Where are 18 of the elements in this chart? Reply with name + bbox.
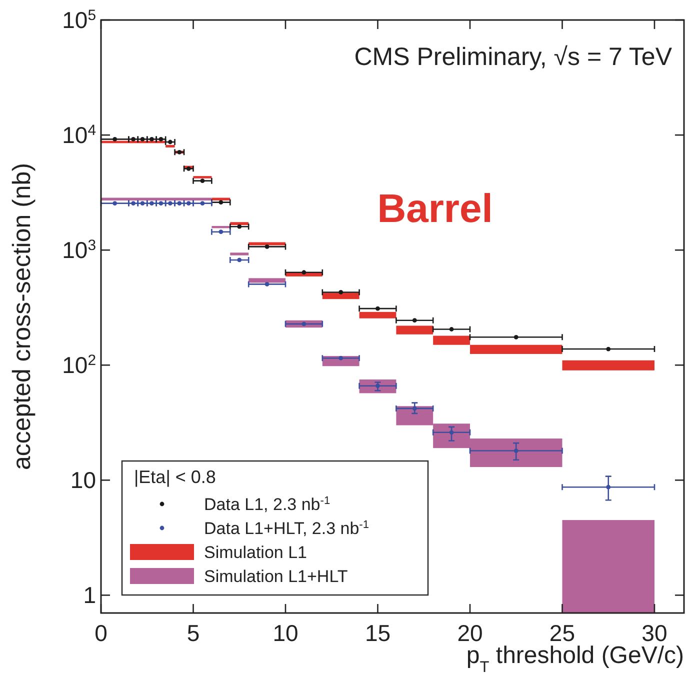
legend-label: Data L1, 2.3 nb$^{-1}$ xyxy=(204,495,330,514)
y-tick-label: 10$^{4}$ xyxy=(62,122,96,148)
legend-title: |Eta| < 0.8 xyxy=(134,467,216,487)
y-tick-label: 10$^{5}$ xyxy=(62,6,96,33)
legend-label: Simulation L1 xyxy=(204,543,308,562)
legend-label: Simulation L1+HLT xyxy=(204,567,348,586)
legend-label: Data L1+HLT, 2.3 nb$^{-1}$ xyxy=(204,519,369,538)
x-tick-label: 0 xyxy=(94,620,108,646)
y-tick-label: 10$^{2}$ xyxy=(62,352,96,378)
x-tick-label: 10 xyxy=(272,620,298,646)
y-tick-label: 1 xyxy=(83,582,96,608)
x-tick-label: 5 xyxy=(186,620,200,646)
x-tick-label: 15 xyxy=(364,620,391,646)
y-tick-label: 10$^{3}$ xyxy=(62,236,96,264)
y-tick-label: 10 xyxy=(70,467,96,494)
y-axis-title: accepted cross-section (nb) xyxy=(8,162,36,470)
annotation: Barrel xyxy=(377,187,493,231)
annotation: CMS Preliminary, √s = 7 TeV xyxy=(354,43,672,71)
